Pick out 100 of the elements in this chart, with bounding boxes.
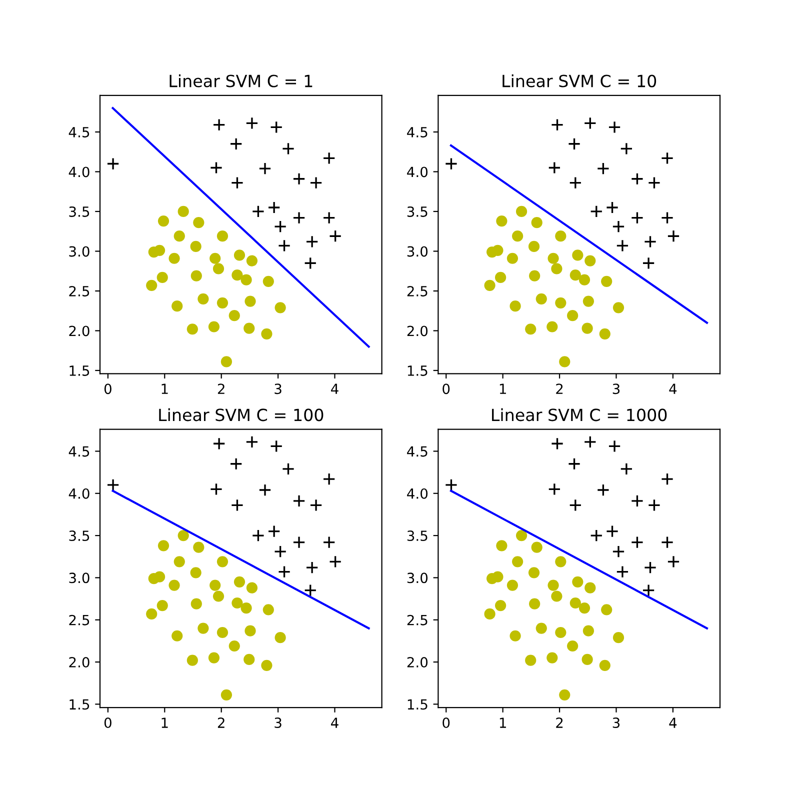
point bbox=[568, 138, 581, 150]
point bbox=[210, 252, 221, 264]
point bbox=[244, 322, 255, 334]
y-tick-label: 2.0 bbox=[407, 326, 428, 336]
point bbox=[244, 296, 256, 307]
point bbox=[212, 118, 226, 132]
point bbox=[156, 272, 168, 284]
point bbox=[495, 272, 506, 284]
point bbox=[667, 555, 680, 568]
point bbox=[156, 600, 168, 612]
point bbox=[660, 536, 674, 549]
point bbox=[536, 622, 547, 634]
point bbox=[178, 530, 189, 542]
point bbox=[555, 297, 566, 308]
x-tick-label: 3 bbox=[612, 384, 620, 394]
point bbox=[596, 162, 610, 175]
point bbox=[492, 244, 504, 256]
point bbox=[578, 602, 590, 614]
y-tick-label: 1.5 bbox=[408, 366, 428, 376]
point bbox=[172, 300, 183, 312]
point bbox=[230, 498, 244, 512]
x-tick-label: 4 bbox=[669, 718, 677, 728]
chart-title: Linear SVM C = 100 bbox=[159, 408, 324, 422]
point bbox=[328, 230, 342, 243]
point bbox=[548, 580, 559, 591]
point bbox=[606, 524, 619, 538]
point bbox=[258, 484, 272, 496]
point bbox=[190, 598, 202, 610]
point bbox=[572, 576, 584, 588]
point bbox=[496, 215, 508, 227]
y-tick-label: 2.5 bbox=[69, 614, 90, 626]
point bbox=[274, 632, 286, 644]
point bbox=[190, 567, 202, 578]
point bbox=[584, 116, 597, 130]
point bbox=[244, 625, 256, 636]
point bbox=[208, 321, 220, 332]
point bbox=[660, 211, 674, 224]
point bbox=[246, 116, 258, 130]
point bbox=[158, 215, 170, 227]
point bbox=[220, 356, 232, 368]
point bbox=[525, 324, 536, 335]
y-tick-label: 1.5 bbox=[408, 699, 428, 710]
point bbox=[252, 205, 265, 218]
point bbox=[146, 608, 158, 620]
point bbox=[258, 162, 272, 175]
point bbox=[210, 580, 221, 591]
point bbox=[648, 176, 661, 190]
point bbox=[172, 630, 183, 642]
point bbox=[322, 152, 336, 165]
point bbox=[210, 161, 223, 174]
point bbox=[193, 217, 204, 228]
point bbox=[555, 556, 566, 568]
y-tick-label: 3.0 bbox=[407, 246, 428, 257]
point bbox=[496, 540, 508, 552]
point bbox=[193, 542, 204, 553]
point bbox=[146, 280, 158, 291]
point bbox=[322, 472, 336, 486]
point bbox=[292, 172, 306, 186]
point bbox=[306, 561, 318, 574]
point bbox=[612, 302, 624, 314]
point bbox=[168, 252, 180, 264]
point bbox=[642, 584, 655, 597]
point bbox=[234, 250, 246, 261]
x-tick-label: 1 bbox=[162, 718, 168, 728]
point bbox=[528, 240, 540, 252]
point bbox=[228, 310, 240, 322]
point bbox=[186, 324, 198, 335]
point bbox=[584, 255, 596, 266]
point bbox=[567, 310, 578, 322]
x-tick-label: 0 bbox=[104, 384, 112, 394]
point bbox=[548, 161, 561, 174]
point bbox=[208, 652, 220, 664]
point bbox=[278, 239, 291, 252]
point bbox=[584, 436, 597, 448]
point bbox=[548, 482, 561, 496]
point bbox=[570, 597, 581, 609]
point bbox=[232, 270, 243, 281]
y-tick-label: 2.5 bbox=[407, 286, 428, 296]
point bbox=[230, 138, 242, 150]
point bbox=[322, 536, 336, 549]
point bbox=[212, 590, 224, 602]
point bbox=[168, 580, 180, 591]
y-tick-label: 2.0 bbox=[407, 656, 428, 668]
point bbox=[550, 437, 564, 450]
point bbox=[616, 239, 629, 252]
y-tick-label: 2.5 bbox=[69, 286, 90, 296]
point bbox=[444, 157, 458, 170]
y-tick-label: 3.5 bbox=[407, 206, 428, 217]
point bbox=[174, 230, 185, 242]
point bbox=[261, 328, 272, 340]
point bbox=[274, 302, 286, 314]
y-tick-label: 4.5 bbox=[68, 127, 90, 138]
point bbox=[601, 276, 612, 287]
x-tick-label: 3 bbox=[274, 384, 282, 394]
point bbox=[590, 529, 603, 542]
point bbox=[570, 270, 581, 281]
point bbox=[198, 622, 209, 634]
point bbox=[548, 252, 559, 264]
point bbox=[484, 608, 496, 620]
point bbox=[230, 176, 244, 190]
